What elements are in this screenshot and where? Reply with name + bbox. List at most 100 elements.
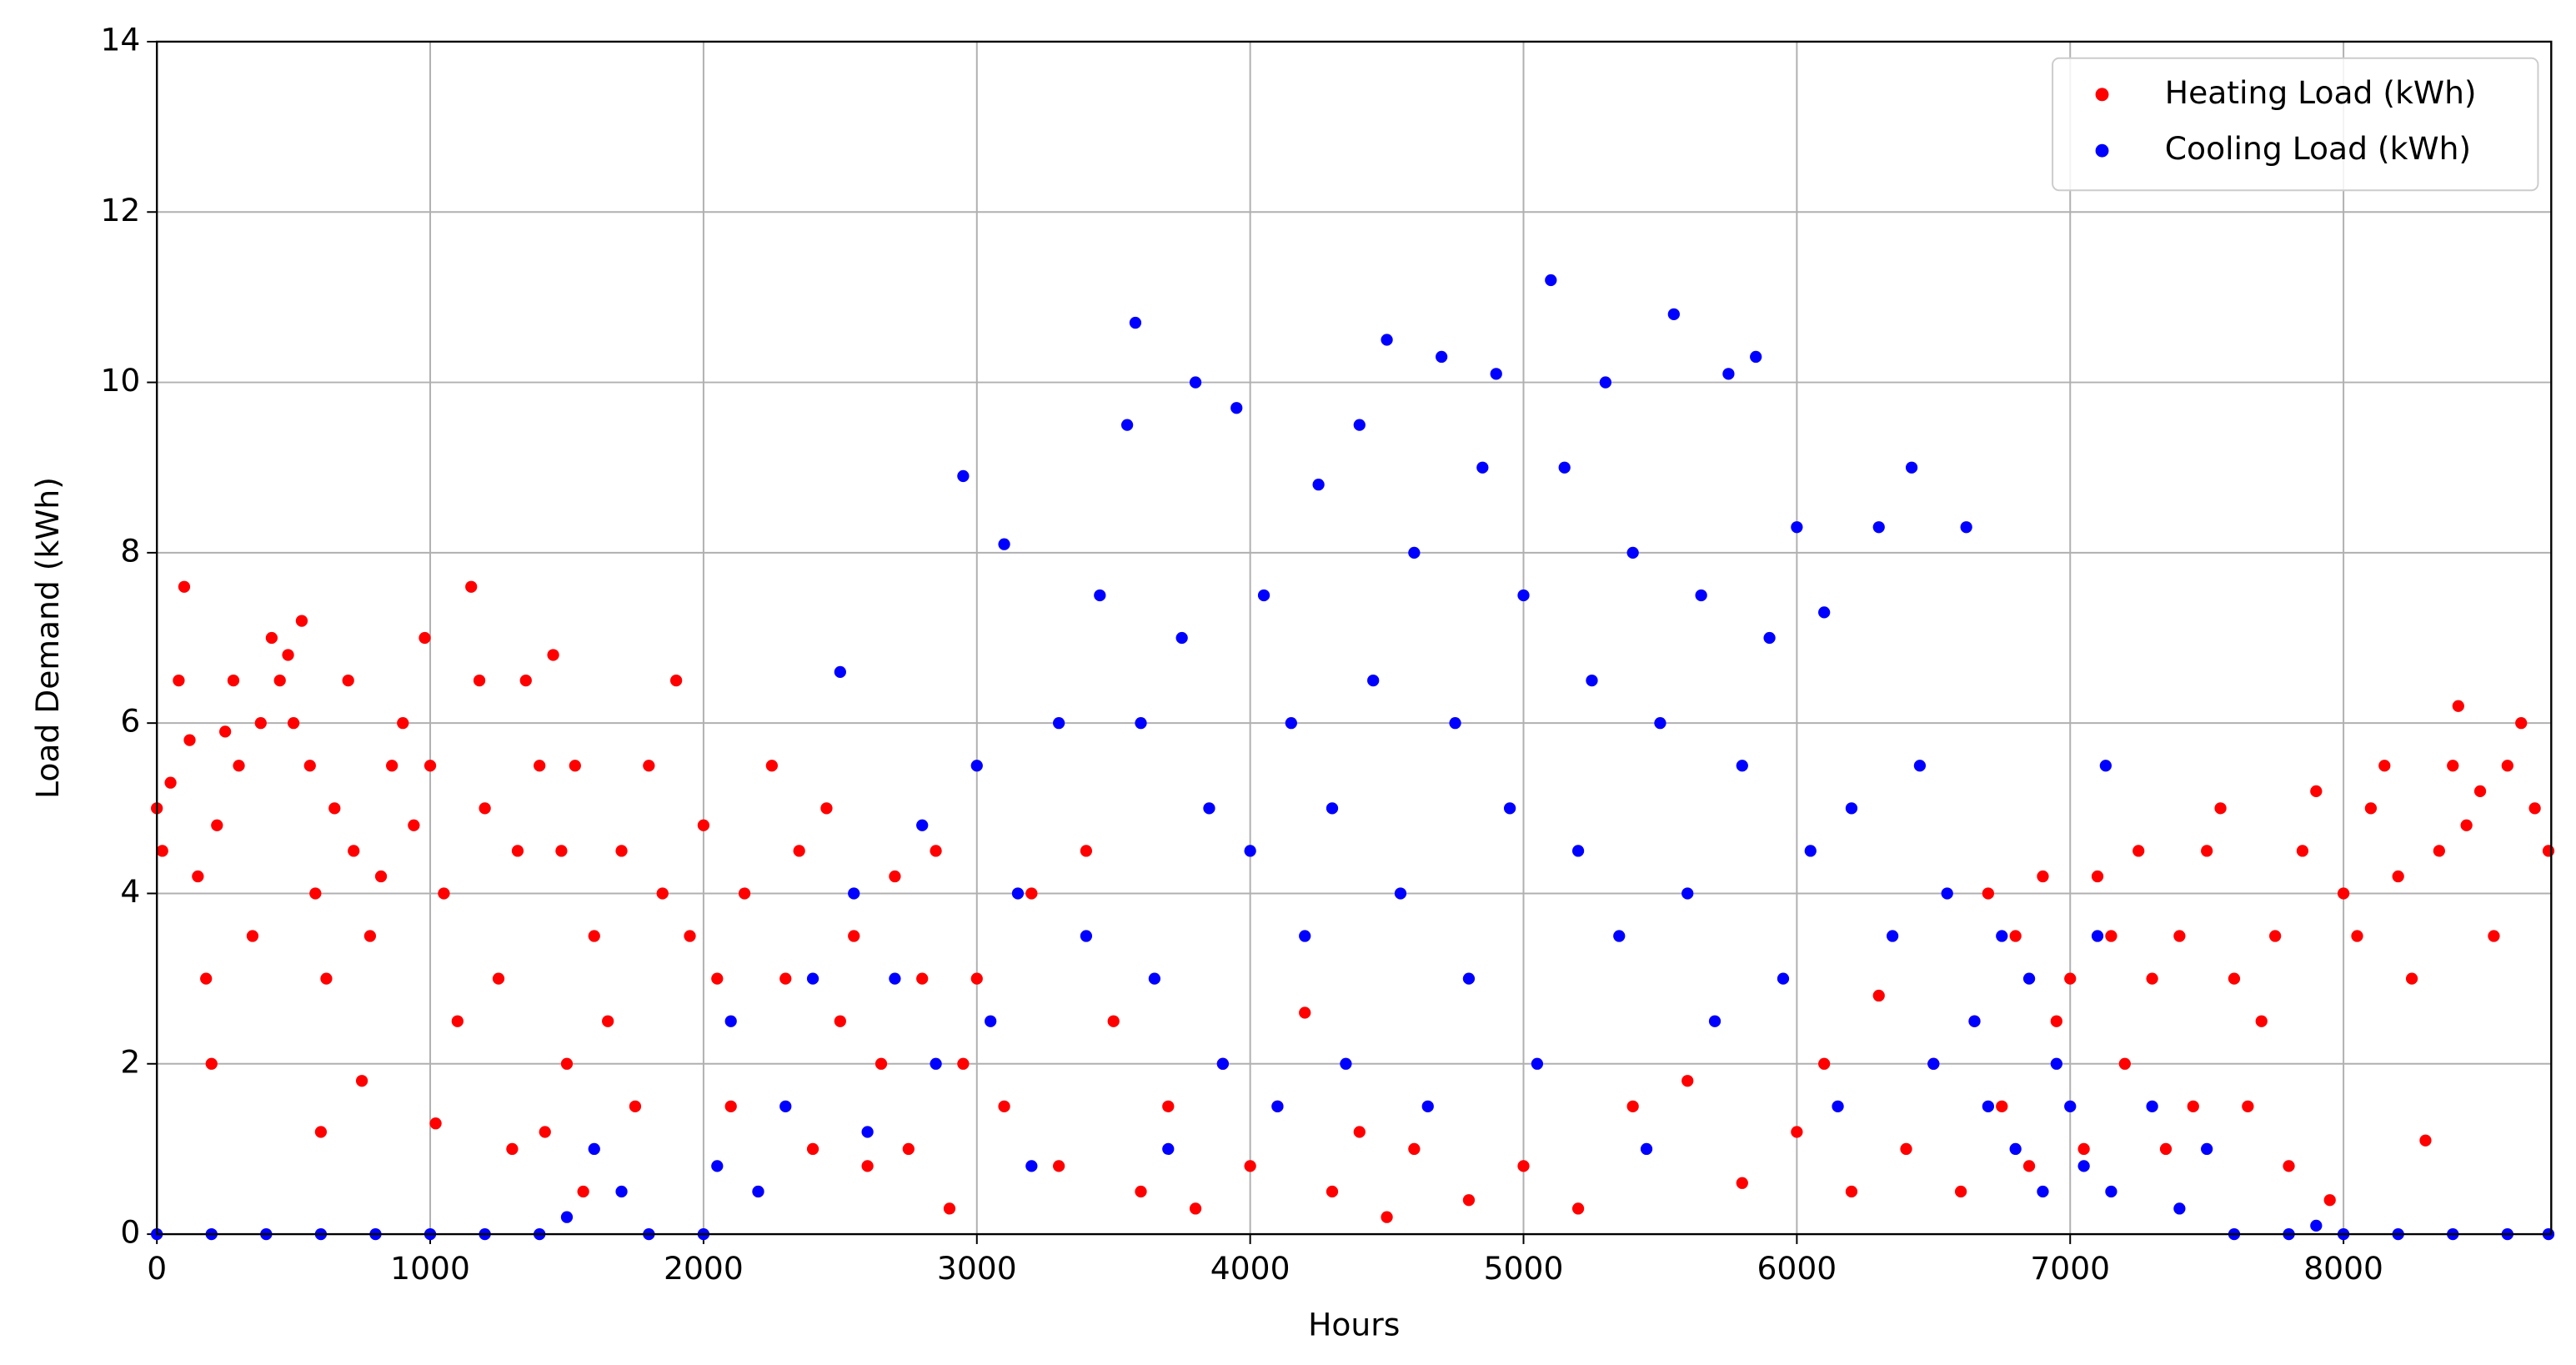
point	[1681, 887, 1694, 900]
point	[287, 717, 300, 730]
point	[1175, 631, 1188, 645]
point	[1312, 479, 1325, 491]
point	[1708, 1015, 1722, 1027]
point	[1449, 717, 1461, 730]
point	[2099, 760, 2112, 772]
point	[1230, 402, 1243, 414]
point	[1571, 1202, 1585, 1215]
point	[547, 649, 559, 661]
x-tick-label: 5000	[1484, 1250, 1564, 1287]
y-tick-label: 10	[100, 362, 140, 399]
point	[1640, 1142, 1653, 1156]
point	[192, 870, 204, 883]
x-tick-label: 8000	[2303, 1250, 2383, 1287]
point	[1913, 760, 1927, 772]
point	[2433, 845, 2445, 857]
point	[1408, 1142, 1421, 1156]
point	[2296, 845, 2309, 857]
point	[320, 972, 333, 985]
x-tick-label: 0	[147, 1250, 167, 1287]
point	[1299, 1006, 1311, 1019]
point	[1886, 930, 1899, 942]
point	[314, 1126, 328, 1138]
y-tick-label: 6	[120, 703, 140, 740]
point	[806, 1142, 819, 1156]
legend-marker	[2095, 143, 2109, 158]
point	[2310, 785, 2323, 798]
point	[1203, 802, 1215, 815]
point	[429, 1117, 442, 1130]
point	[397, 717, 409, 730]
point	[2105, 930, 2117, 942]
point	[861, 1160, 874, 1172]
point	[539, 1126, 551, 1138]
point	[875, 1057, 888, 1070]
point	[2077, 1142, 2090, 1156]
point	[1695, 589, 1707, 602]
point	[1353, 419, 1366, 431]
point	[2037, 870, 2049, 883]
x-tick-label: 6000	[1757, 1250, 1837, 1287]
point	[970, 972, 983, 985]
point	[233, 760, 245, 772]
point	[2009, 1142, 2022, 1156]
point	[1271, 1100, 1284, 1112]
legend: Heating Load (kWh) Cooling Load (kWh)	[2052, 57, 2539, 192]
point	[930, 845, 942, 857]
y-tick-label: 12	[100, 192, 140, 228]
point	[309, 887, 322, 900]
point	[1941, 887, 1953, 900]
y-tick-label: 4	[120, 873, 140, 910]
point	[348, 845, 360, 857]
point	[970, 760, 983, 772]
point	[2037, 1185, 2049, 1198]
point	[779, 1100, 792, 1112]
point	[273, 674, 286, 687]
point	[711, 972, 724, 985]
point	[602, 1015, 614, 1027]
point	[1080, 930, 1093, 942]
point	[820, 802, 833, 815]
point	[615, 1185, 628, 1198]
point	[374, 870, 388, 883]
point	[1531, 1057, 1544, 1070]
point	[1722, 368, 1735, 380]
point	[1381, 334, 1393, 346]
point	[1120, 419, 1134, 431]
point	[219, 725, 232, 738]
point	[560, 1057, 574, 1070]
point	[254, 717, 267, 730]
point	[2118, 1057, 2131, 1070]
point	[1421, 1100, 1434, 1112]
point	[1613, 930, 1626, 942]
point	[793, 845, 805, 857]
point	[2255, 1015, 2268, 1027]
point	[2146, 972, 2158, 985]
point	[1996, 1100, 2008, 1112]
point	[1736, 1177, 1748, 1189]
point	[1148, 972, 1161, 985]
x-tick-label: 2000	[664, 1250, 744, 1287]
point	[1845, 802, 1858, 815]
point	[227, 674, 240, 687]
point	[2091, 930, 2104, 942]
point	[328, 802, 341, 815]
point	[848, 887, 860, 900]
point	[1545, 274, 1557, 287]
point	[2501, 760, 2513, 772]
point	[738, 887, 751, 900]
point	[2419, 1134, 2432, 1147]
point	[711, 1160, 724, 1172]
point	[2105, 1185, 2117, 1198]
point	[282, 649, 294, 661]
point	[656, 887, 669, 900]
point	[2064, 1100, 2077, 1112]
point	[2173, 930, 2186, 942]
point	[2488, 930, 2500, 942]
point	[724, 1100, 737, 1112]
point	[1791, 1126, 1803, 1138]
point	[1845, 1185, 1858, 1198]
point	[985, 1015, 997, 1027]
point	[724, 1015, 737, 1027]
point	[1750, 350, 1762, 364]
